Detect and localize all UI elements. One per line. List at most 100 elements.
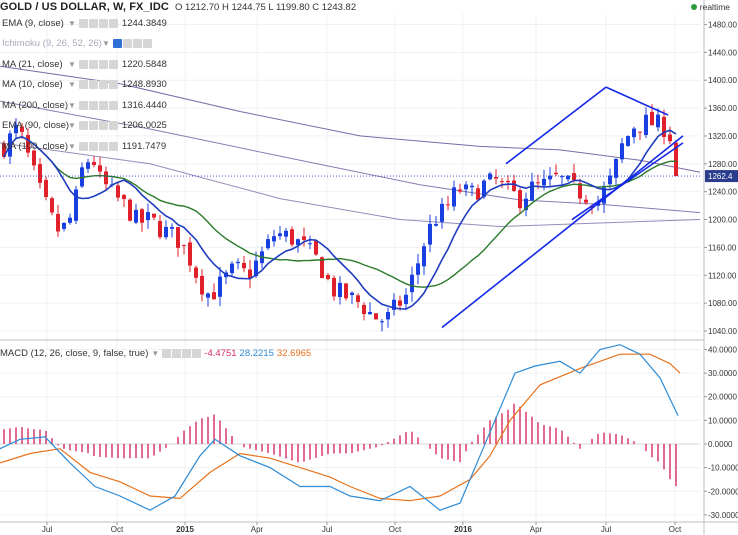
plus-icon[interactable] [98, 141, 108, 151]
symbol-title[interactable]: GOLD / US DOLLAR, W, FX_IDC [0, 1, 169, 13]
settings-icon[interactable] [88, 18, 98, 28]
chevron-down-icon[interactable]: ▼ [102, 39, 110, 48]
candle-body [608, 175, 612, 185]
macd-legend: MACD (12, 26, close, 9, false, true) ▼ -… [0, 346, 311, 360]
trendline [505, 86, 607, 165]
indicator-row[interactable]: MA (21, close) ▼ 1220.5848 [0, 57, 167, 71]
price-tick-label: 1160.00 [708, 243, 737, 252]
eye-icon[interactable] [112, 39, 122, 48]
indicator-name[interactable]: MA (21, close) [2, 58, 63, 70]
price-tick-label: 1120.00 [708, 271, 737, 280]
chevron-down-icon[interactable]: ▼ [68, 59, 76, 69]
indicator-value: 1248.8930 [121, 79, 167, 90]
close-icon[interactable] [108, 80, 118, 89]
candle [662, 109, 666, 145]
eye-icon[interactable] [78, 100, 88, 110]
indicator-row[interactable]: MA (10, close) ▼ 1248.8930 [0, 78, 167, 92]
candle-body [266, 239, 270, 249]
candle-body [20, 126, 24, 132]
chevron-down-icon[interactable]: ▼ [68, 18, 76, 28]
eye-icon[interactable] [162, 348, 172, 358]
indicator-row[interactable]: Ichimoku (9, 26, 52, 26) ▼ [0, 37, 156, 51]
eye-icon[interactable] [78, 141, 88, 151]
long-ma-line [0, 65, 701, 173]
candle [380, 318, 384, 332]
settings-icon[interactable] [88, 141, 98, 151]
chevron-down-icon[interactable]: ▼ [151, 348, 160, 358]
settings-icon[interactable] [88, 80, 98, 89]
close-icon[interactable] [108, 59, 118, 69]
eye-icon[interactable] [78, 121, 88, 130]
eye-icon[interactable] [78, 18, 88, 28]
settings-icon[interactable] [172, 348, 182, 358]
indicator-row[interactable]: MA (100, close) ▼ 1191.7479 [0, 139, 166, 153]
indicator-row[interactable]: EMA (90, close) ▼ 1206.0025 [0, 119, 167, 133]
candle-body [440, 203, 444, 222]
indicator-name[interactable]: MA (10, close) [2, 79, 63, 90]
chevron-down-icon[interactable]: ▼ [68, 141, 76, 151]
candle-body [146, 212, 150, 221]
close-icon[interactable] [108, 18, 118, 28]
indicator-name[interactable]: EMA (90, close) [2, 120, 70, 131]
close-icon[interactable] [108, 141, 118, 151]
indicator-row[interactable]: MA (200, close) ▼ 1316.4440 [0, 98, 167, 112]
candle-body [98, 165, 102, 172]
close-icon[interactable] [108, 100, 118, 110]
plus-icon[interactable] [98, 100, 108, 110]
settings-icon[interactable] [88, 121, 98, 130]
candle [584, 195, 588, 205]
plus-icon[interactable] [98, 121, 108, 130]
plus-icon[interactable] [132, 39, 142, 48]
eye-icon[interactable] [78, 80, 88, 89]
plus-icon[interactable] [98, 80, 108, 89]
indicator-name[interactable]: Ichimoku (9, 26, 52, 26) [2, 38, 102, 49]
candle-body [668, 134, 672, 142]
plus-icon[interactable] [182, 348, 192, 358]
candle [446, 195, 450, 211]
chevron-down-icon[interactable]: ▼ [68, 121, 76, 130]
indicator-name[interactable]: MA (200, close) [2, 99, 68, 111]
indicator-row[interactable]: EMA (9, close) ▼ 1244.3849 [0, 16, 167, 30]
eye-icon[interactable] [78, 59, 88, 69]
last-price-tag [705, 170, 738, 183]
chevron-down-icon[interactable]: ▼ [68, 100, 76, 110]
candle-body [158, 221, 162, 238]
settings-icon[interactable] [88, 59, 98, 69]
candle [290, 226, 294, 247]
plus-icon[interactable] [98, 59, 108, 69]
indicator-controls [78, 121, 118, 130]
close-icon[interactable] [192, 348, 202, 358]
close-icon[interactable] [142, 39, 152, 48]
candle-body [278, 233, 282, 237]
time-tick-label: Jul [42, 525, 52, 534]
candle [104, 166, 108, 191]
settings-icon[interactable] [122, 39, 132, 48]
candle-body [626, 136, 630, 146]
realtime-dot-icon [690, 4, 697, 10]
plus-icon[interactable] [98, 18, 108, 28]
candle-body [80, 167, 84, 187]
close-icon[interactable] [108, 121, 118, 130]
candle [26, 128, 30, 158]
indicator-controls [78, 80, 118, 89]
indicator-name[interactable]: MA (100, close) [2, 140, 68, 152]
candle [374, 313, 378, 320]
candle-body [122, 194, 126, 200]
candle-body [116, 185, 120, 198]
settings-icon[interactable] [88, 100, 98, 110]
candle [14, 118, 18, 140]
candle-body [554, 172, 558, 175]
indicator-name[interactable]: EMA (9, close) [2, 17, 64, 29]
candle-body [296, 239, 300, 246]
candle [92, 156, 96, 168]
candle [428, 214, 432, 253]
chevron-down-icon[interactable]: ▼ [68, 80, 76, 89]
time-tick-label: Jul [322, 525, 332, 534]
candle [206, 292, 210, 307]
candle [644, 107, 648, 139]
macd-controls [162, 348, 202, 358]
candle-body [14, 124, 18, 134]
macd-label[interactable]: MACD (12, 26, close, 9, false, true) [0, 347, 149, 359]
candle [194, 265, 198, 284]
